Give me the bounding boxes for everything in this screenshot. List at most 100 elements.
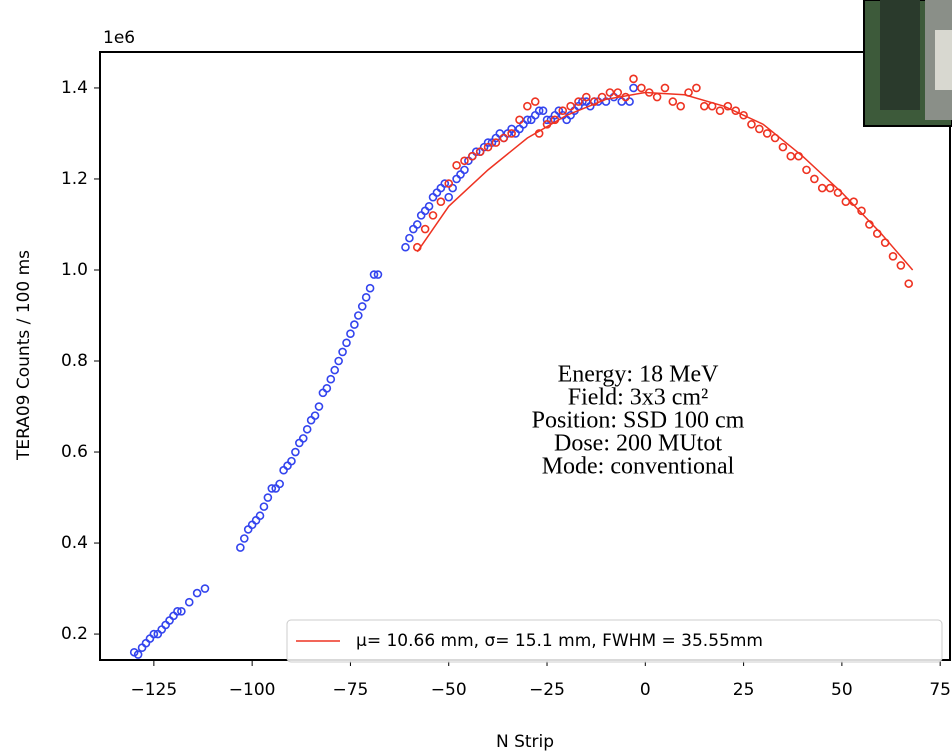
- data-point: [251, 515, 261, 525]
- data-point: [637, 83, 646, 93]
- data-point: [283, 461, 292, 470]
- data-point: [857, 206, 866, 216]
- data-point: [137, 643, 147, 653]
- data-point: [534, 106, 544, 116]
- data-point: [625, 97, 634, 106]
- data-point: [491, 138, 501, 147]
- data-point: [515, 124, 524, 134]
- data-point: [747, 120, 756, 129]
- data-point: [523, 101, 532, 111]
- data-point: [302, 424, 312, 434]
- data-point: [255, 511, 265, 521]
- data-point: [357, 302, 367, 311]
- data-point: [373, 270, 383, 279]
- data-point: [444, 179, 454, 188]
- data-point: [499, 133, 509, 143]
- data-point: [236, 543, 245, 552]
- x-tick-label: −50: [431, 680, 467, 700]
- data-point: [428, 192, 438, 202]
- data-point: [841, 197, 851, 207]
- data-point: [247, 520, 257, 530]
- data-point: [409, 224, 418, 234]
- data-point: [173, 607, 182, 616]
- data-point: [542, 115, 552, 125]
- data-point: [416, 211, 426, 220]
- data-point: [483, 138, 493, 147]
- data-point: [369, 270, 379, 279]
- data-point: [279, 465, 288, 475]
- data-point: [582, 92, 591, 102]
- data-point: [177, 607, 186, 616]
- legend-label: μ= 10.66 mm, σ= 15.1 mm, FWHM = 35.55mm: [356, 631, 763, 651]
- x-tick-label: −100: [229, 680, 276, 700]
- data-point: [452, 161, 461, 170]
- data-point: [412, 220, 422, 229]
- data-point: [660, 83, 670, 93]
- data-point: [432, 188, 442, 197]
- data-point: [330, 365, 340, 375]
- data-point: [629, 74, 638, 84]
- data-point: [468, 151, 477, 161]
- data-point: [436, 197, 446, 207]
- data-point: [322, 384, 332, 393]
- data-point: [825, 183, 835, 193]
- data-point: [133, 650, 143, 659]
- x-tick-label: −75: [332, 680, 368, 700]
- data-point: [275, 479, 284, 489]
- data-point: [334, 356, 343, 366]
- data-point: [699, 101, 709, 111]
- data-point: [456, 170, 465, 179]
- data-point: [739, 110, 748, 120]
- data-point: [318, 388, 328, 398]
- data-point: [141, 638, 151, 648]
- data-point: [440, 179, 450, 188]
- data-point: [157, 625, 167, 634]
- data-point: [401, 242, 410, 252]
- data-point: [243, 525, 253, 534]
- data-point: [802, 165, 811, 175]
- data-point: [267, 484, 277, 493]
- data-point: [263, 493, 273, 502]
- data-point: [310, 411, 320, 420]
- x-tick-label: 50: [831, 680, 853, 700]
- data-point: [617, 97, 627, 106]
- data-point: [287, 456, 296, 466]
- data-point: [538, 106, 548, 116]
- data-point: [558, 106, 568, 116]
- x-tick-label: 25: [733, 680, 755, 700]
- data-point: [306, 415, 316, 425]
- y-tick-label: 0.6: [61, 442, 88, 462]
- data-point: [833, 188, 843, 197]
- data-point: [354, 311, 363, 320]
- data-point: [405, 233, 414, 243]
- data-point: [574, 97, 583, 106]
- data-point: [605, 88, 615, 97]
- y-tick-label: 0.2: [61, 624, 88, 644]
- data-point: [346, 329, 355, 339]
- x-tick-label: 75: [929, 680, 951, 700]
- data-point: [652, 92, 662, 102]
- inset-photo: [863, 0, 952, 127]
- data-point: [420, 206, 430, 216]
- data-point: [161, 620, 170, 630]
- data-point: [298, 434, 308, 443]
- data-point: [519, 120, 528, 129]
- data-point: [475, 147, 485, 156]
- data-point: [523, 115, 532, 125]
- data-point: [515, 115, 524, 125]
- y-axis-label: TERA09 Counts / 100 ms: [14, 250, 34, 461]
- data-point: [530, 110, 540, 120]
- data-point: [668, 97, 678, 106]
- data-point: [810, 174, 819, 184]
- data-point: [778, 142, 788, 152]
- y-tick-label: 1.2: [61, 169, 88, 189]
- data-point: [817, 183, 827, 193]
- data-point: [888, 252, 898, 261]
- data-point: [452, 174, 461, 184]
- annotation: Field: 3x3 cm²: [568, 385, 709, 411]
- data-point: [165, 616, 174, 625]
- data-point: [200, 584, 210, 593]
- legend-box: [286, 619, 943, 663]
- data-point: [424, 201, 434, 211]
- data-point: [291, 447, 300, 457]
